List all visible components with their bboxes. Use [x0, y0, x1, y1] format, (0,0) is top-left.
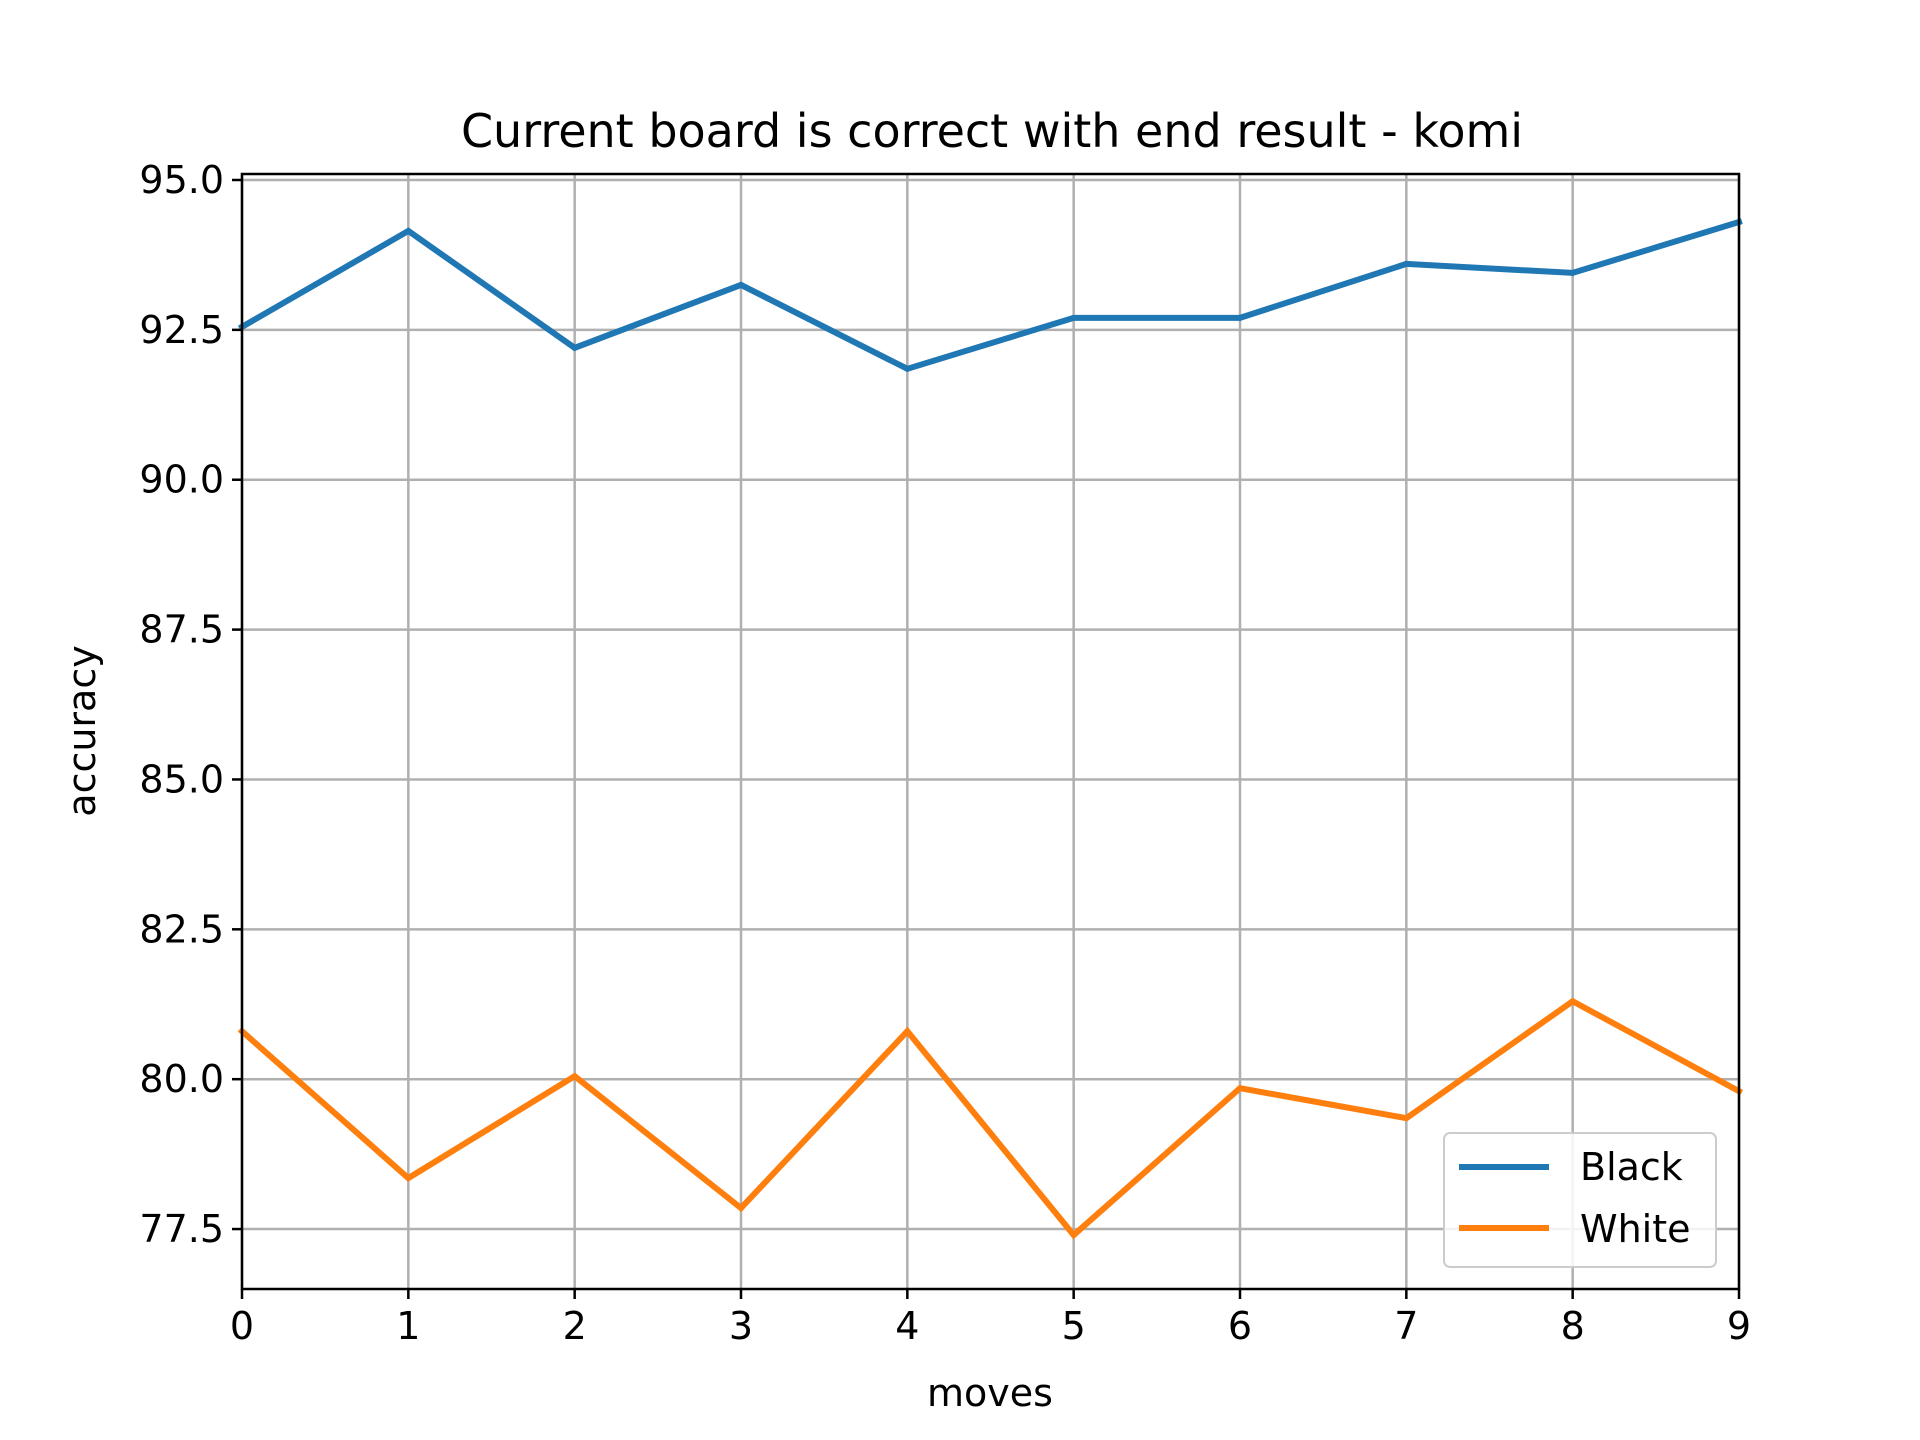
data-point-white: [1237, 1085, 1243, 1092]
x-tick-label: 8: [1561, 1304, 1585, 1348]
y-tick-label: 87.5: [139, 608, 224, 652]
data-point-black: [1569, 269, 1576, 276]
x-tick-label: 4: [895, 1304, 919, 1348]
data-point-white: [405, 1175, 412, 1182]
data-point-white: [571, 1073, 578, 1080]
y-tick-label: 77.5: [139, 1207, 224, 1251]
x-tick-label: 2: [563, 1304, 587, 1348]
data-point-black: [1070, 314, 1077, 321]
legend-label-black: Black: [1580, 1145, 1683, 1189]
x-tick-label: 3: [729, 1304, 753, 1348]
data-point-black: [405, 227, 412, 234]
y-tick-label: 92.5: [139, 308, 224, 352]
x-tick-label: 7: [1394, 1304, 1418, 1348]
data-point-black: [571, 344, 578, 351]
data-point-white: [904, 1028, 911, 1035]
data-point-black: [1403, 260, 1410, 267]
data-point-black: [904, 365, 911, 372]
x-axis-label: moves: [927, 1371, 1053, 1415]
y-tick-label: 90.0: [139, 458, 224, 502]
x-tick-label: 6: [1228, 1304, 1252, 1348]
data-point-white: [1070, 1232, 1077, 1239]
series-line-black: [237, 218, 1743, 373]
y-tick-label: 85.0: [139, 757, 224, 801]
x-tick-label: 1: [396, 1304, 420, 1348]
legend-label-white: White: [1580, 1207, 1691, 1251]
x-tick-label: 5: [1062, 1304, 1086, 1348]
data-point-black: [738, 281, 744, 288]
y-tick-label: 80.0: [139, 1057, 224, 1101]
data-point-white: [1403, 1115, 1410, 1122]
chart-title: Current board is correct with end result…: [461, 104, 1523, 158]
data-point-white: [1569, 998, 1576, 1005]
y-tick-label: 82.5: [139, 907, 224, 951]
series-lines: [237, 218, 1744, 1240]
axis-ticks: 0 1 2 3 4 5 6 7 8 9 77.5 80.0 82.5 85.0 87.5 90.0 92.5 95…: [139, 158, 1751, 1348]
grid: [240, 174, 1741, 1289]
plot-frame: [240, 172, 1741, 1291]
x-tick-label: 9: [1727, 1304, 1751, 1348]
data-point-white: [738, 1205, 744, 1212]
x-tick-label: 0: [230, 1304, 254, 1348]
data-point-black: [1237, 314, 1243, 321]
series-line-white: [237, 997, 1744, 1240]
y-tick-label: 95.0: [139, 158, 224, 202]
y-axis-label: accuracy: [60, 645, 104, 816]
legend: Black White: [1443, 1132, 1717, 1268]
